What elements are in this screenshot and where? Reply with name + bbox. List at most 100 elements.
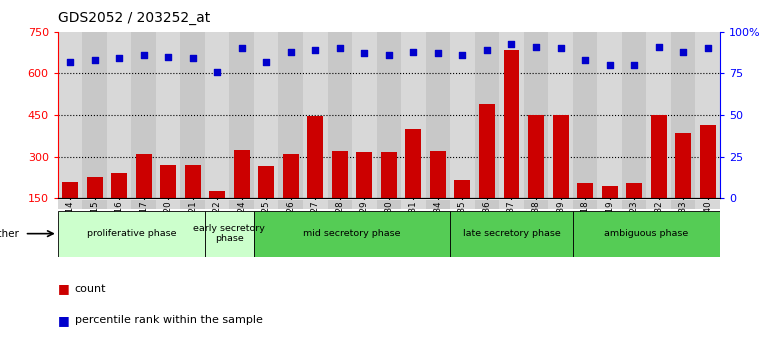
Bar (185, 165, 201, 240)
Text: GSM109814: GSM109814 (65, 200, 75, 253)
Bar (254, 32, 279, 198)
Text: GSM109824: GSM109824 (237, 200, 246, 253)
Point (628, 62, 641, 68)
Bar (132, 200, 156, 209)
Text: ■: ■ (58, 314, 69, 327)
Bar (700, 125, 715, 240)
Bar (651, 115, 667, 240)
Bar (58, 200, 82, 209)
Text: GDS2052 / 203252_at: GDS2052 / 203252_at (58, 11, 210, 25)
Bar (352, 200, 377, 209)
Bar (352, 32, 377, 198)
Point (309, 47, 321, 53)
Text: GSM109831: GSM109831 (409, 200, 418, 253)
Bar (307, 116, 323, 240)
Point (137, 52, 149, 58)
Bar (573, 200, 598, 209)
Point (604, 62, 616, 68)
Point (383, 52, 395, 58)
Bar (254, 211, 450, 257)
Bar (111, 173, 127, 240)
Text: other: other (0, 229, 19, 239)
Bar (381, 153, 397, 240)
Bar (426, 200, 450, 209)
Bar (626, 183, 642, 240)
Point (554, 46, 567, 51)
Point (333, 46, 346, 51)
Bar (357, 153, 373, 240)
Text: early secretory
phase: early secretory phase (193, 224, 266, 243)
Point (260, 59, 273, 65)
Bar (332, 151, 348, 240)
Bar (107, 200, 132, 209)
Point (113, 56, 126, 61)
Point (432, 51, 444, 56)
Text: GSM109825: GSM109825 (262, 200, 271, 253)
Bar (283, 154, 299, 240)
Bar (377, 200, 401, 209)
Text: percentile rank within the sample: percentile rank within the sample (75, 315, 263, 325)
Bar (229, 32, 254, 198)
Bar (450, 211, 573, 257)
Text: GSM109818: GSM109818 (581, 200, 590, 253)
Bar (82, 200, 107, 209)
Text: GSM109819: GSM109819 (605, 200, 614, 253)
Bar (107, 32, 132, 198)
Text: GSM109816: GSM109816 (115, 200, 123, 253)
Bar (62, 182, 78, 240)
Text: GSM109815: GSM109815 (90, 200, 99, 253)
Bar (426, 32, 450, 198)
Bar (209, 191, 225, 240)
Bar (577, 183, 593, 240)
Bar (695, 200, 720, 209)
Bar (474, 200, 499, 209)
Point (457, 52, 469, 58)
Point (677, 49, 689, 55)
Bar (279, 32, 303, 198)
Text: late secretory phase: late secretory phase (463, 229, 561, 238)
Bar (401, 32, 426, 198)
Text: GSM109822: GSM109822 (213, 200, 222, 253)
Bar (454, 180, 470, 240)
Point (285, 49, 297, 55)
Bar (160, 165, 176, 240)
Bar (499, 200, 524, 209)
Point (162, 54, 174, 59)
Text: GSM109835: GSM109835 (458, 200, 467, 253)
Bar (430, 151, 446, 240)
Text: GSM109836: GSM109836 (483, 200, 491, 253)
Bar (548, 200, 573, 209)
Bar (303, 200, 327, 209)
Bar (205, 32, 229, 198)
Bar (205, 200, 229, 209)
Text: GSM109827: GSM109827 (311, 200, 320, 253)
Bar (180, 32, 205, 198)
Bar (327, 200, 352, 209)
Bar (86, 177, 102, 240)
Point (186, 56, 199, 61)
Bar (499, 32, 524, 198)
Text: GSM109830: GSM109830 (384, 200, 393, 253)
Text: GSM109828: GSM109828 (335, 200, 344, 253)
Text: GSM109820: GSM109820 (163, 200, 172, 253)
Text: GSM109817: GSM109817 (139, 200, 148, 253)
Bar (450, 32, 474, 198)
Bar (229, 200, 254, 209)
Text: proliferative phase: proliferative phase (86, 229, 176, 238)
Text: count: count (75, 284, 106, 293)
Bar (82, 32, 107, 198)
Bar (675, 133, 691, 240)
Point (530, 44, 542, 50)
Bar (553, 115, 568, 240)
Bar (671, 32, 695, 198)
Text: GSM109837: GSM109837 (507, 200, 516, 253)
Bar (58, 32, 82, 198)
Text: GSM109829: GSM109829 (360, 200, 369, 253)
Bar (695, 32, 720, 198)
Bar (524, 200, 548, 209)
Bar (327, 32, 352, 198)
Text: GSM109823: GSM109823 (630, 200, 638, 253)
Text: ambiguous phase: ambiguous phase (604, 229, 688, 238)
Bar (598, 32, 622, 198)
Bar (58, 211, 205, 257)
